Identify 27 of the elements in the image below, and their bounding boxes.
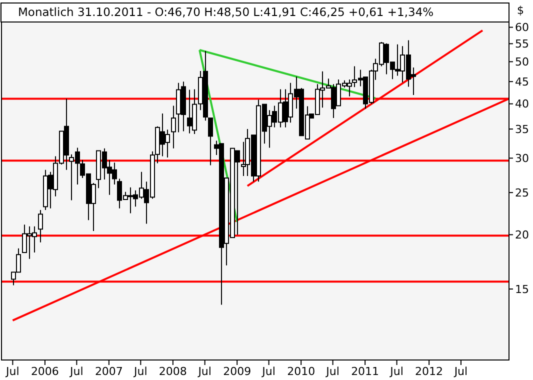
x-tick-label: 2011 [351, 365, 380, 378]
y-tick-label: 25 [515, 186, 529, 200]
x-tick-label: Jul [133, 365, 148, 378]
x-tick-label: Jul [453, 365, 468, 378]
x-tick-label: 2008 [158, 365, 187, 378]
chart-title: Monatlich 31.10.2011 - O:46,70 H:48,50 L:41,91 C:46,25 +0,61 +1,34% [18, 5, 434, 19]
y-tick-label: 50 [515, 56, 529, 69]
y-tick-label: 15 [515, 282, 529, 296]
x-tick-label: 2006 [30, 365, 59, 378]
y-tick-label: 35 [515, 122, 529, 136]
x-tick-label: Jul [69, 365, 84, 378]
y-tick-label: 40 [515, 98, 529, 111]
y-tick-label: 30 [515, 152, 529, 165]
x-tick-label: Jul [5, 365, 20, 378]
y-tick-label: 45 [515, 75, 529, 88]
x-tick-label: 2009 [223, 365, 252, 378]
x-tick-label: 2012 [415, 365, 444, 378]
y-tick-label: 55 [515, 38, 529, 51]
x-tick-label: 2007 [94, 365, 123, 378]
x-tick-label: 2010 [287, 365, 316, 378]
y-tick-label: 20 [515, 228, 529, 242]
x-tick-label: Jul [197, 365, 212, 378]
y-tick-label: 60 [515, 21, 529, 34]
x-tick-label: Jul [261, 365, 276, 378]
x-tick-label: Jul [389, 365, 404, 378]
x-tick-label: Jul [325, 365, 340, 378]
y-axis-title: $ [517, 4, 524, 17]
